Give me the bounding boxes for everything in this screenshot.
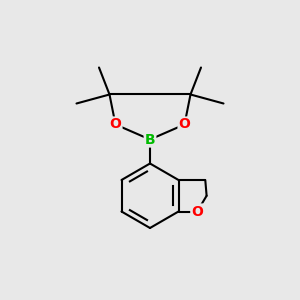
- Text: O: O: [178, 118, 190, 131]
- Text: O: O: [191, 205, 203, 218]
- Text: O: O: [110, 118, 122, 131]
- Text: B: B: [145, 133, 155, 146]
